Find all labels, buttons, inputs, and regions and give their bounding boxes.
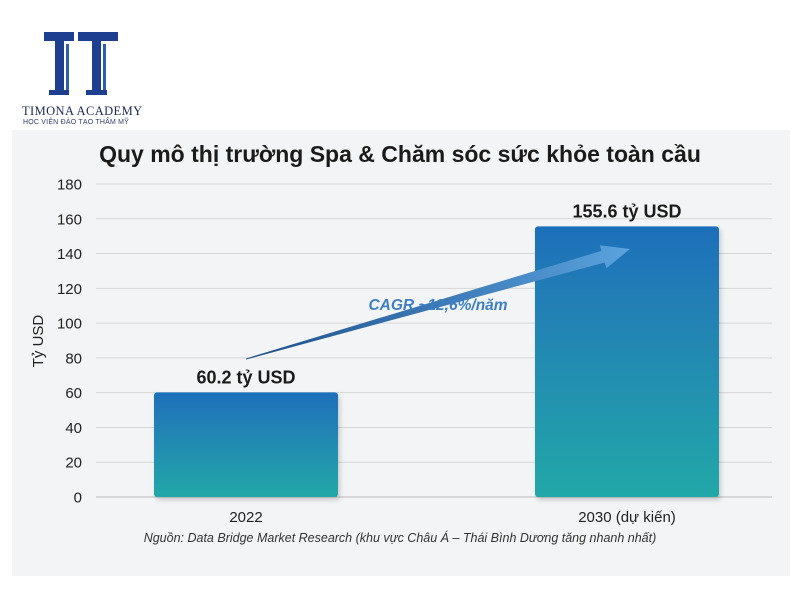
data-labels: 60.2 tỷ USD 155.6 tỷ USD bbox=[196, 201, 681, 387]
cagr-annotation: CAGR ~12,6%/năm bbox=[368, 297, 507, 314]
x-tick-label: 2022 bbox=[229, 509, 262, 526]
chart-title: Quy mô thị trường Spa & Chăm sóc sức khỏ… bbox=[99, 141, 701, 167]
y-tick-label: 100 bbox=[57, 316, 82, 333]
y-tick-label: 160 bbox=[57, 211, 82, 228]
y-tick-label: 120 bbox=[57, 281, 82, 298]
y-tick-label: 140 bbox=[57, 246, 82, 263]
source-note: Nguồn: Data Bridge Market Research (khu … bbox=[143, 531, 657, 545]
data-label: 60.2 tỷ USD bbox=[196, 367, 295, 387]
y-tick-label: 60 bbox=[65, 385, 82, 402]
data-label: 155.6 tỷ USD bbox=[572, 201, 681, 221]
y-tick-label: 0 bbox=[74, 490, 82, 507]
bars bbox=[154, 226, 719, 497]
brand-tagline: HỌC VIỆN ĐÀO TẠO THẨM MỸ bbox=[23, 119, 130, 126]
brand-name: TIMONA ACADEMY bbox=[22, 104, 143, 118]
y-axis-label: Tỷ USD bbox=[30, 315, 47, 368]
y-tick-label: 180 bbox=[57, 177, 82, 194]
x-axis-labels: 2022 2030 (dự kiến) bbox=[229, 509, 675, 526]
y-tick-label: 40 bbox=[65, 420, 82, 437]
y-axis-ticks: 0 20 40 60 80 100 120 140 160 180 bbox=[57, 177, 82, 507]
y-tick-label: 80 bbox=[65, 350, 82, 367]
y-tick-label: 20 bbox=[65, 455, 82, 472]
tt-logo-icon bbox=[44, 32, 118, 95]
x-tick-label: 2030 (dự kiến) bbox=[578, 509, 676, 526]
bar-2 bbox=[535, 226, 719, 497]
timona-logo bbox=[36, 24, 146, 102]
cagr-arrow-icon bbox=[245, 245, 630, 360]
bar-1 bbox=[154, 392, 338, 497]
